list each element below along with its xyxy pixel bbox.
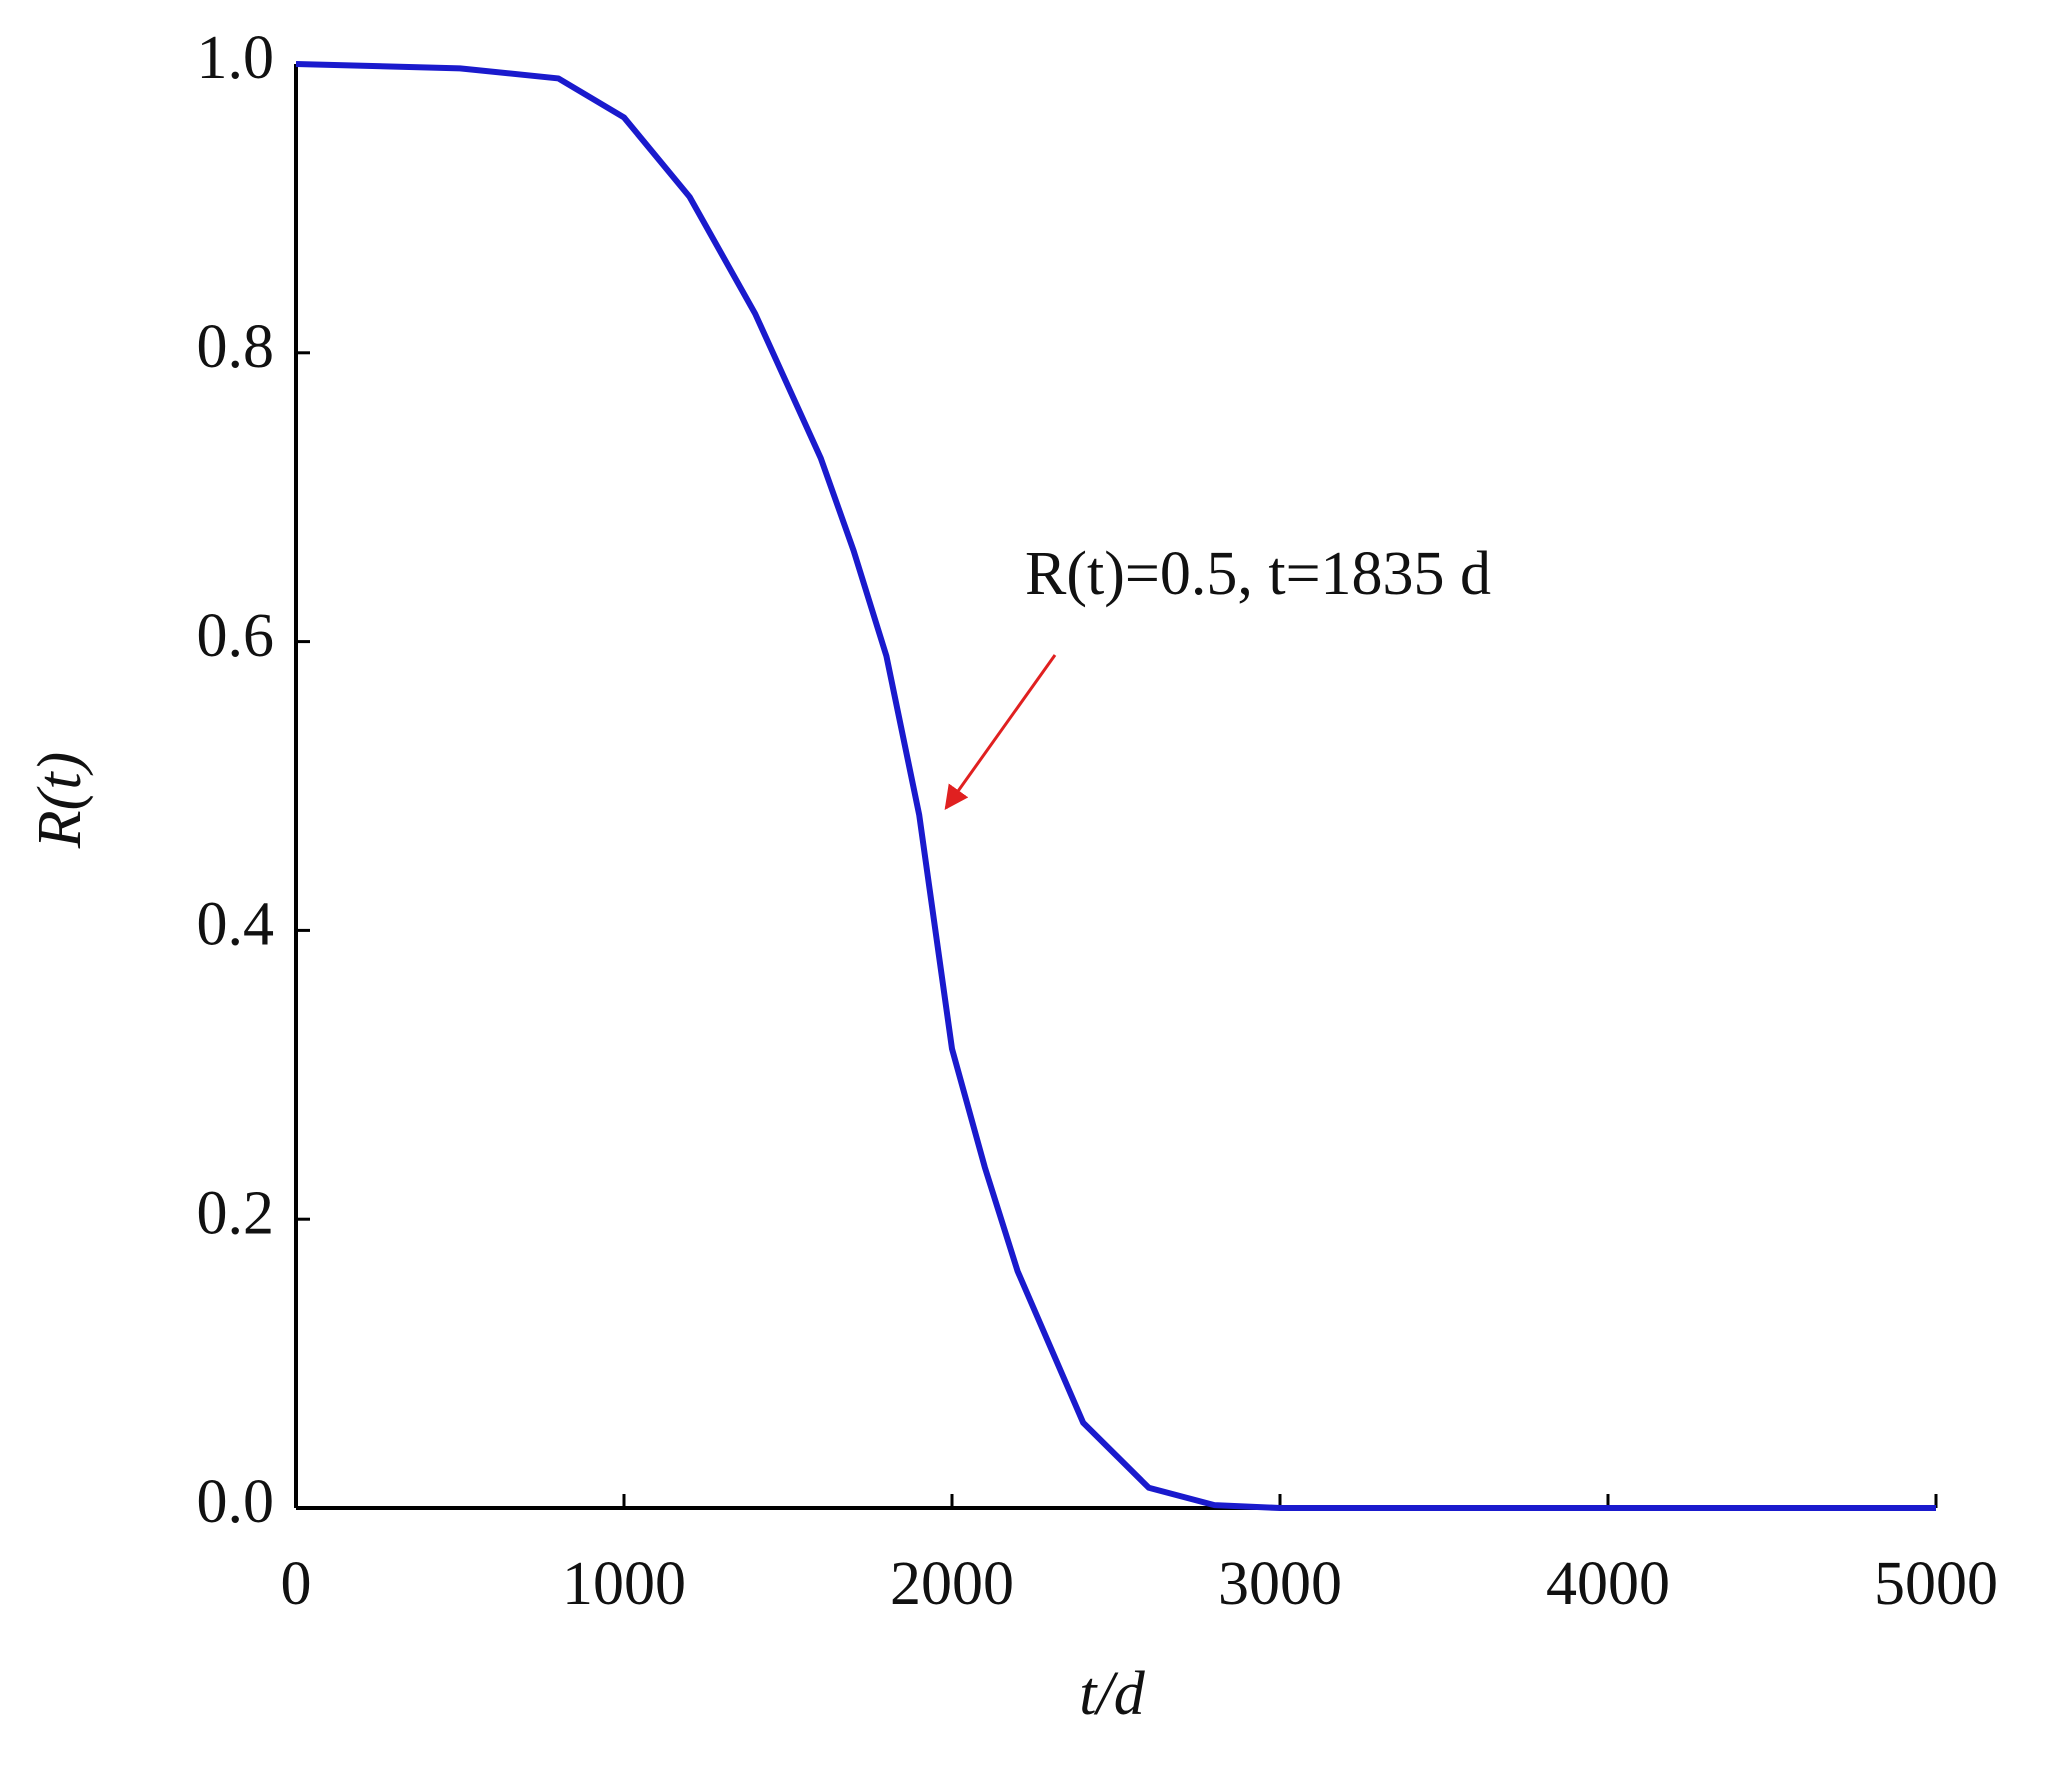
y-tick-label: 1.0 bbox=[197, 24, 275, 92]
x-tick-label: 3000 bbox=[1218, 1550, 1342, 1618]
y-tick-label: 0.8 bbox=[197, 313, 275, 381]
x-tick-label: 2000 bbox=[890, 1550, 1014, 1618]
y-tick-label: 0.6 bbox=[197, 602, 275, 670]
y-tick-label: 0.0 bbox=[197, 1468, 275, 1536]
x-tick-label: 1000 bbox=[562, 1550, 686, 1618]
y-axis-label: R(t) bbox=[26, 752, 94, 849]
y-tick-label: 0.2 bbox=[197, 1179, 275, 1247]
x-axis-label: t/d bbox=[1079, 1660, 1145, 1728]
y-tick-label: 0.4 bbox=[197, 891, 275, 959]
annotation-arrow bbox=[944, 654, 1057, 810]
x-tick-label: 5000 bbox=[1874, 1550, 1998, 1618]
annotation: R(t)=0.5, t=1835 d bbox=[1025, 540, 1491, 608]
x-tick-label: 4000 bbox=[1546, 1550, 1670, 1618]
x-tick-label: 0 bbox=[281, 1550, 312, 1618]
line-series bbox=[295, 61, 1936, 1511]
